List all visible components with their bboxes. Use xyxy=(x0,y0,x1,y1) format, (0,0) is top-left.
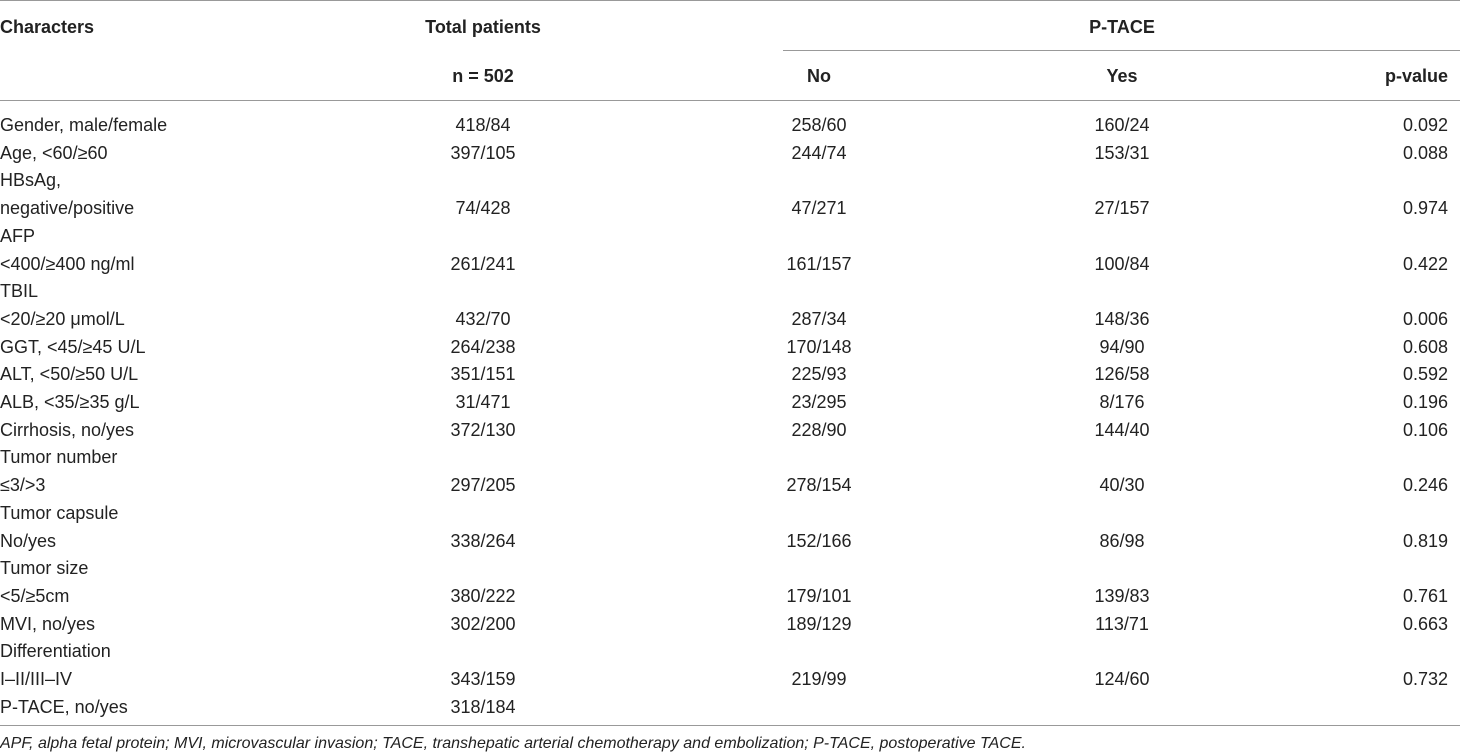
row-yes: 100/84 xyxy=(1094,253,1150,274)
row-total: 297/205 xyxy=(450,475,516,496)
row-label: <20/≥20 μmol/L xyxy=(0,308,125,329)
row-no: 244/74 xyxy=(791,142,847,163)
row-label: ≤3/>3 xyxy=(0,475,46,496)
row-pvalue: 0.422 xyxy=(1402,253,1448,274)
row-total: 264/238 xyxy=(450,336,516,357)
row-label: Cirrhosis, no/yes xyxy=(0,419,135,440)
row-yes: 153/31 xyxy=(1094,142,1150,163)
row-no: 278/154 xyxy=(786,475,852,496)
row-pvalue: 0.196 xyxy=(1402,392,1448,412)
row-yes: 8/176 xyxy=(1099,392,1145,412)
row-yes: 139/83 xyxy=(1094,585,1150,606)
row-no: 189/129 xyxy=(786,613,852,634)
row-label: No/yes xyxy=(0,530,57,551)
header-no: No xyxy=(807,66,831,86)
header-n: n = 502 xyxy=(452,66,514,86)
row-label: negative/positive xyxy=(0,198,135,219)
row-pvalue: 0.732 xyxy=(1402,669,1448,689)
row-label: TBIL xyxy=(0,281,39,302)
row-total: 351/151 xyxy=(450,364,516,385)
row-yes: 160/24 xyxy=(1094,115,1150,135)
row-no: 152/166 xyxy=(786,530,852,551)
row-total: 318/184 xyxy=(450,696,516,717)
row-label: AFP xyxy=(0,225,36,246)
row-pvalue: 0.592 xyxy=(1402,364,1448,385)
row-total: 302/200 xyxy=(450,613,516,634)
row-label: <5/≥5cm xyxy=(0,585,70,606)
row-total: 380/222 xyxy=(450,585,516,606)
row-label: I–II/III–IV xyxy=(0,669,73,689)
row-total: 31/471 xyxy=(455,392,511,412)
row-yes: 27/157 xyxy=(1094,198,1150,219)
bottom-rule xyxy=(0,725,1460,726)
row-label: GGT, <45/≥45 U/L xyxy=(0,336,146,357)
row-no: 225/93 xyxy=(791,364,847,385)
row-label: <400/≥400 ng/ml xyxy=(0,253,135,274)
row-total: 418/84 xyxy=(455,115,511,135)
ptace-span-rule xyxy=(783,50,1460,51)
row-pvalue: 0.761 xyxy=(1402,585,1448,606)
row-no: 179/101 xyxy=(786,585,852,606)
row-pvalue: 0.974 xyxy=(1402,198,1448,219)
row-pvalue: 0.246 xyxy=(1402,475,1448,496)
header-total-patients: Total patients xyxy=(425,17,541,37)
footnote: APF, alpha fetal protein; MVI, microvasc… xyxy=(0,735,1026,752)
header-rule xyxy=(0,100,1460,101)
row-pvalue: 0.092 xyxy=(1402,115,1448,135)
row-label: ALT, <50/≥50 U/L xyxy=(0,364,139,385)
row-pvalue: 0.006 xyxy=(1402,308,1448,329)
row-pvalue: 0.088 xyxy=(1402,142,1448,163)
header-ptace: P-TACE xyxy=(1089,17,1155,37)
row-pvalue: 0.106 xyxy=(1402,419,1448,440)
row-total: 372/130 xyxy=(450,419,516,440)
row-pvalue: 0.608 xyxy=(1402,336,1448,357)
row-label: P-TACE, no/yes xyxy=(0,696,128,717)
row-no: 258/60 xyxy=(791,115,847,135)
row-total: 397/105 xyxy=(450,142,516,163)
row-yes: 144/40 xyxy=(1094,419,1150,440)
row-yes: 40/30 xyxy=(1099,475,1145,496)
row-yes: 124/60 xyxy=(1094,669,1150,689)
row-label: Tumor size xyxy=(0,558,89,579)
row-yes: 94/90 xyxy=(1099,336,1145,357)
row-total: 74/428 xyxy=(455,198,511,219)
row-total: 338/264 xyxy=(450,530,516,551)
row-yes: 113/71 xyxy=(1095,613,1149,634)
row-pvalue: 0.819 xyxy=(1402,530,1448,551)
row-no: 219/99 xyxy=(791,669,847,689)
row-no: 47/271 xyxy=(791,198,847,219)
row-no: 287/34 xyxy=(791,308,847,329)
row-no: 161/157 xyxy=(786,253,852,274)
row-label: Tumor capsule xyxy=(0,502,119,523)
row-label: HBsAg, xyxy=(0,170,62,191)
row-total: 432/70 xyxy=(455,308,511,329)
row-label: Tumor number xyxy=(0,447,118,468)
row-label: Gender, male/female xyxy=(0,115,168,135)
row-total: 343/159 xyxy=(450,669,516,689)
row-no: 170/148 xyxy=(786,336,852,357)
row-label: MVI, no/yes xyxy=(0,613,96,634)
header-characters: Characters xyxy=(0,17,95,37)
row-label: Differentiation xyxy=(0,641,111,662)
header-pvalue: p-value xyxy=(1384,66,1448,86)
row-yes: 148/36 xyxy=(1094,308,1150,329)
row-label: ALB, <35/≥35 g/L xyxy=(0,392,140,412)
row-pvalue: 0.663 xyxy=(1402,613,1448,634)
row-yes: 86/98 xyxy=(1099,530,1145,551)
header-yes: Yes xyxy=(1106,66,1138,86)
row-yes: 126/58 xyxy=(1094,364,1150,385)
row-no: 228/90 xyxy=(791,419,847,440)
row-total: 261/241 xyxy=(450,253,516,274)
row-label: Age, <60/≥60 xyxy=(0,142,108,163)
row-no: 23/295 xyxy=(791,392,847,412)
top-rule xyxy=(0,0,1460,1)
